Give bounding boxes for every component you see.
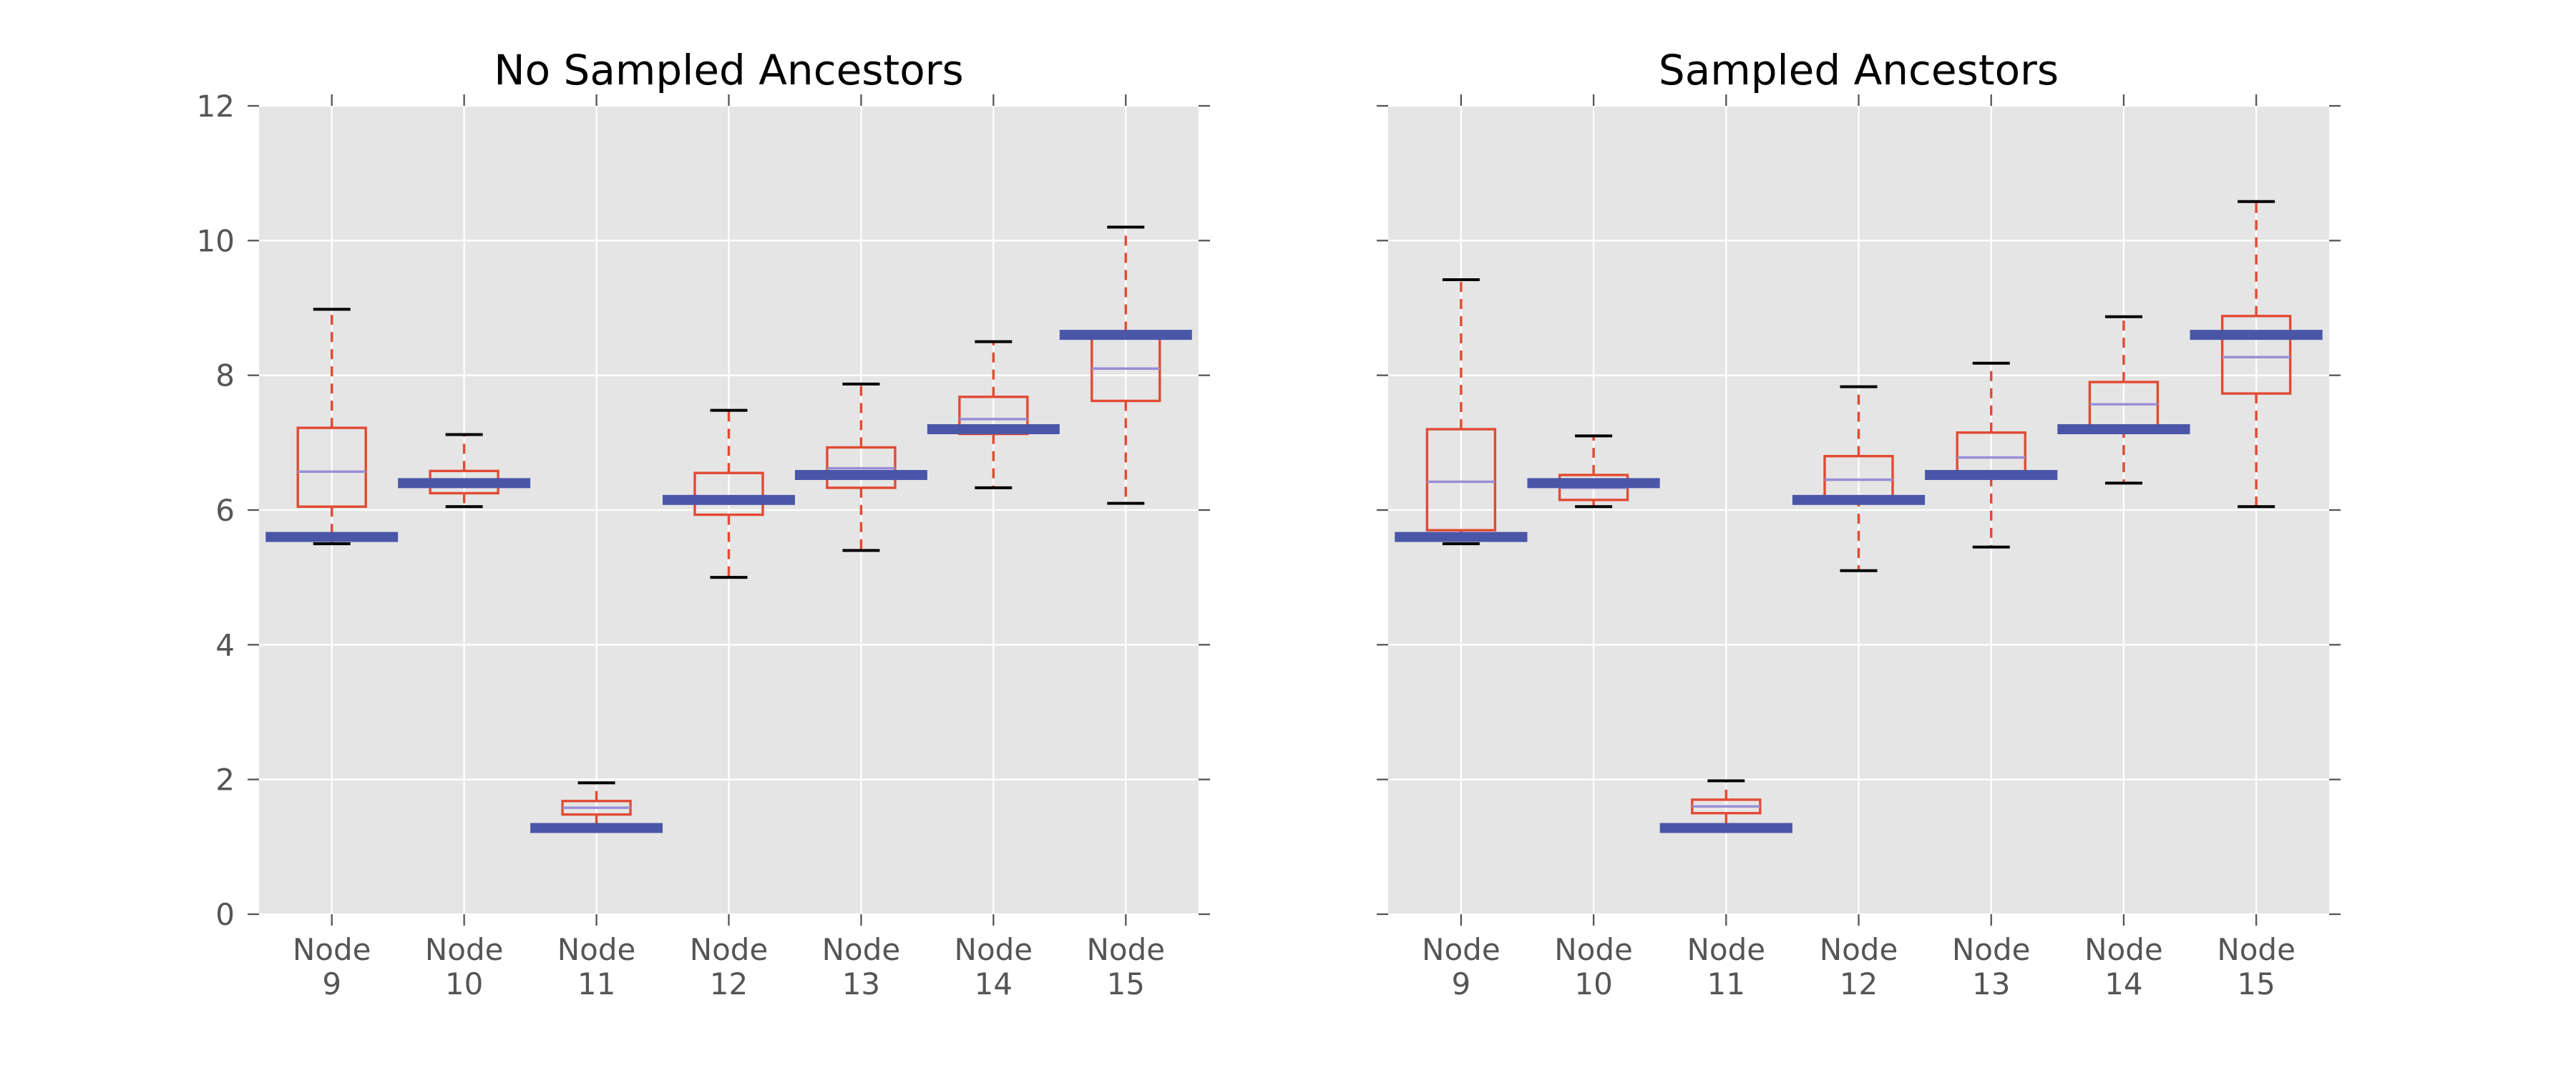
chart-title: No Sampled Ancestors xyxy=(494,46,964,94)
box xyxy=(296,426,367,508)
y-tick-label: 12 xyxy=(197,89,235,124)
box xyxy=(2220,315,2292,395)
y-tick-label: 10 xyxy=(197,223,235,258)
y-tick-label: 4 xyxy=(215,627,235,662)
box-group xyxy=(1527,434,1660,509)
x-tick-label-line2: 14 xyxy=(975,966,1013,1001)
x-tick-label-line1: Node xyxy=(293,932,371,967)
box xyxy=(693,471,764,516)
panel-sampled-ancestors: Node9Node10Node11Node12Node13Node14Node1… xyxy=(1377,46,2341,1001)
box-group xyxy=(1059,225,1192,505)
x-tick-label-line2: 13 xyxy=(1972,966,2010,1001)
x-tick-label-line2: 12 xyxy=(1840,966,1878,1001)
x-tick-label-line1: Node xyxy=(1554,932,1633,967)
panel-no-sampled-ancestors: 024681012Node9Node10Node11Node12Node13No… xyxy=(197,46,1210,1001)
x-tick-label-line1: Node xyxy=(822,932,901,967)
box-group xyxy=(1925,361,2058,549)
y-tick-label: 8 xyxy=(215,358,235,393)
chart-title: Sampled Ancestors xyxy=(1659,46,2059,94)
y-tick-label: 6 xyxy=(215,493,235,528)
x-tick-label-line2: 15 xyxy=(1107,966,1145,1001)
x-tick-label-line2: 10 xyxy=(445,966,483,1001)
box-group xyxy=(663,408,795,579)
box-group xyxy=(265,308,399,546)
x-tick-label-line1: Node xyxy=(557,932,636,967)
y-tick-label: 2 xyxy=(215,763,235,798)
x-tick-label-line1: Node xyxy=(955,932,1033,967)
box-group xyxy=(1792,385,1926,572)
box-group xyxy=(794,382,927,552)
x-tick-label-line2: 10 xyxy=(1574,966,1612,1001)
y-tick-label: 0 xyxy=(215,897,235,932)
box-group xyxy=(1659,779,1792,833)
x-tick-label-line1: Node xyxy=(1422,932,1501,967)
box xyxy=(1425,428,1497,531)
x-tick-label-line2: 11 xyxy=(1707,966,1745,1001)
x-tick-label-line2: 13 xyxy=(842,966,880,1001)
x-tick-label-line1: Node xyxy=(425,932,504,967)
box-group xyxy=(530,781,663,833)
x-tick-label-line1: Node xyxy=(1952,932,2031,967)
x-tick-label-line1: Node xyxy=(1820,932,1898,967)
box-group xyxy=(2057,315,2190,485)
x-tick-label-line1: Node xyxy=(2217,932,2296,967)
box-group xyxy=(2190,200,2323,509)
x-tick-label-line2: 11 xyxy=(577,966,615,1001)
x-tick-label-line1: Node xyxy=(2084,932,2163,967)
box-group xyxy=(398,433,531,509)
x-tick-label-line2: 14 xyxy=(2104,966,2142,1001)
x-tick-label-line2: 9 xyxy=(1451,966,1470,1001)
x-tick-label-line1: Node xyxy=(1086,932,1165,967)
box-group xyxy=(927,340,1060,489)
x-tick-label-line1: Node xyxy=(1687,932,1765,967)
x-tick-label-line2: 12 xyxy=(710,966,748,1001)
x-tick-label-line2: 15 xyxy=(2237,966,2275,1001)
x-tick-label-line2: 9 xyxy=(322,966,341,1001)
x-tick-label-line1: Node xyxy=(690,932,769,967)
box-group xyxy=(1395,278,1528,546)
